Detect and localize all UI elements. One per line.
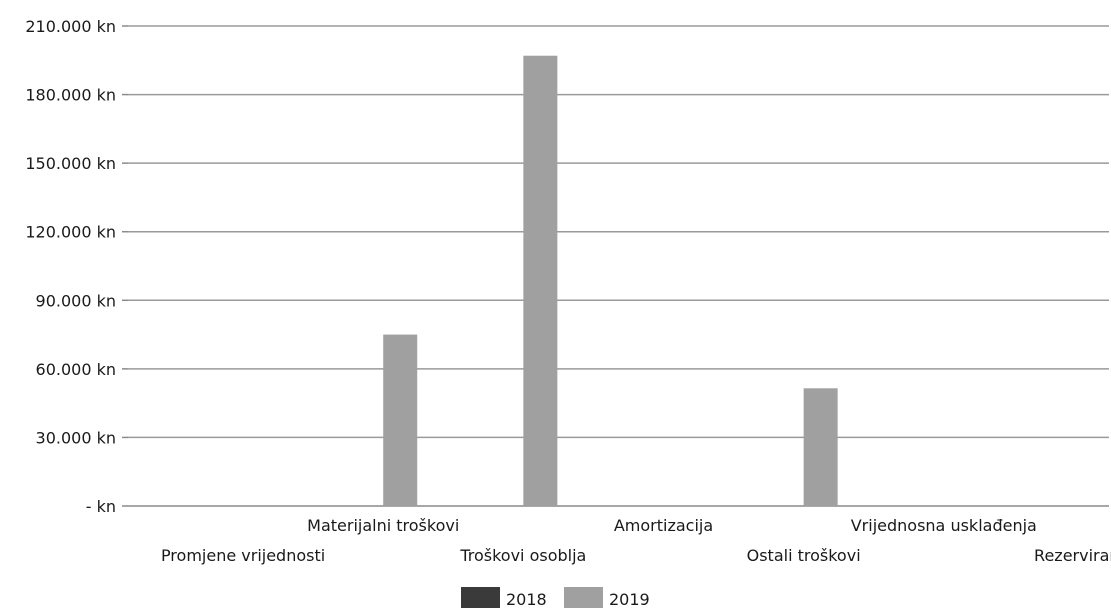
category-label: Materijalni troškovi: [307, 516, 459, 535]
y-tick-label: 90.000 kn: [36, 291, 116, 310]
y-tick-label: 30.000 kn: [36, 428, 116, 447]
legend: 2018 2019: [461, 587, 650, 609]
y-tick-label: 150.000 kn: [25, 154, 116, 173]
bar-2019-4: [803, 388, 838, 506]
y-axis-tick-labels: - kn 30.000 kn 60.000 kn 90.000 kn 120.000 k…: [25, 17, 116, 516]
legend-swatch-2018: [461, 587, 500, 608]
legend-label-2018: 2018: [506, 590, 547, 609]
y-tick-label: 180.000 kn: [25, 86, 116, 105]
bars: [383, 55, 838, 506]
bar-2019-2: [523, 55, 558, 506]
bar-2019-1: [383, 334, 418, 506]
category-label: Rezerviranja: [1034, 546, 1111, 565]
category-label: Amortizacija: [614, 516, 713, 535]
y-tick-label: - kn: [86, 497, 116, 516]
y-tick-label: 120.000 kn: [25, 223, 116, 242]
category-labels: Promjene vrijednosti Materijalni troškovi…: [161, 516, 1111, 565]
legend-swatch-2019: [564, 587, 603, 608]
legend-label-2019: 2019: [609, 590, 650, 609]
category-label: Vrijednosna usklađenja: [851, 516, 1037, 535]
y-tick-label: 210.000 kn: [25, 17, 116, 36]
y-tick-label: 60.000 kn: [36, 360, 116, 379]
category-label: Troškovi osoblja: [459, 546, 586, 565]
category-label: Promjene vrijednosti: [161, 546, 325, 565]
gridlines: [122, 25, 1109, 507]
category-label: Ostali troškovi: [747, 546, 861, 565]
